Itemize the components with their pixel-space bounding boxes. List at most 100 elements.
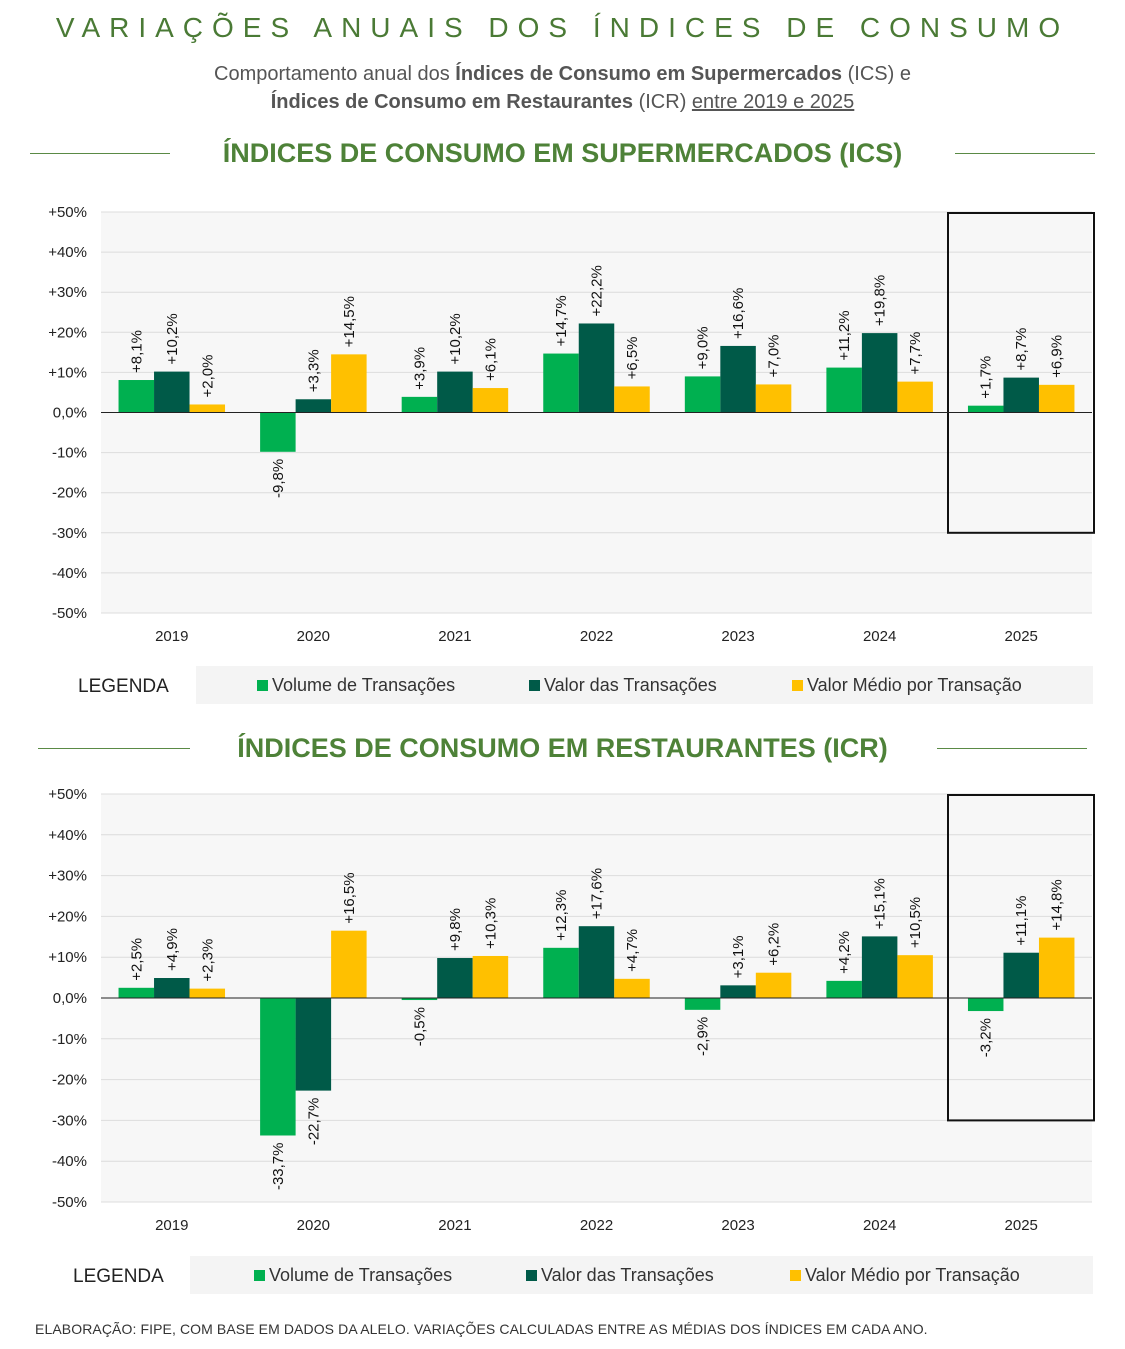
y-tick-label: -40% [52,565,87,582]
icr-chart: +50% +40% +30% +20% +10% 0,0% -10% -20% -30% -40%… [48,786,1095,1234]
y-tick-label: +40% [48,244,87,261]
data-label-volume-2019: +2,5% [128,938,145,981]
y-tick-label: +40% [48,827,87,844]
y-tick-label: +30% [48,868,87,885]
y-tick-label: -50% [52,605,87,622]
x-tick-label: 2023 [721,628,754,645]
subtitle-text-3: (ICR) [633,91,692,113]
x-tick-label: 2021 [438,1217,471,1234]
y-tick-label: +20% [48,908,87,925]
footer-source-note: ELABORAÇÃO: FIPE, COM BASE EM DADOS DA A… [35,1321,928,1337]
data-label-volume-2022: +12,3% [553,890,570,941]
legend-label-medio: Valor Médio por Transação [805,1265,1020,1285]
subtitle-text-1: Comportamento anual dos [214,63,456,85]
bar-volume-2025 [967,998,1004,1012]
data-label-volume-2023: -2,9% [695,1017,712,1056]
y-tick-label: +50% [48,786,87,803]
icr-legend-title: LEGENDA [73,1266,164,1287]
data-label-valor-2019: +10,2% [164,313,181,364]
data-label-valor-2020: -22,7% [305,1098,322,1146]
x-tick-label: 2020 [297,1217,330,1234]
y-tick-label: -10% [52,1031,87,1048]
x-tick-label: 2022 [580,1217,613,1234]
x-tick-label: 2025 [1005,1217,1038,1234]
heading-rule-left [38,748,190,749]
bar-valor-2023 [720,985,756,998]
data-label-valor-2021: +9,8% [447,908,464,951]
bar-valor-2022 [578,926,615,998]
y-tick-label: -20% [52,1072,87,1089]
data-label-medio-2024: +10,5% [907,897,924,948]
y-tick-label: -40% [52,1153,87,1170]
heading-rule-right [955,153,1095,154]
bar-medio-2022 [614,386,650,413]
bar-valor-2023 [720,345,756,413]
data-label-volume-2020: -33,7% [270,1142,287,1190]
data-label-volume-2025: +1,7% [978,356,995,399]
ics-chart: +50% +40% +30% +20% +10% 0,0% -10% -20% -30% -40%… [48,204,1095,645]
y-tick-label: -50% [52,1194,87,1211]
data-label-valor-2019: +4,9% [164,928,181,971]
subtitle-bold-ics: Índices de Consumo em Supermercados [455,63,843,85]
main-title: VARIAÇÕES ANUAIS DOS ÍNDICES DE CONSUMO [55,12,1070,43]
ics-legend-title: LEGENDA [78,676,169,697]
heading-rule-right [937,748,1087,749]
data-label-valor-2024: +19,8% [872,275,889,326]
x-tick-label: 2025 [1005,628,1038,645]
bar-valor-2019 [154,371,190,413]
bar-valor-2024 [861,333,898,413]
data-label-valor-2021: +10,2% [447,313,464,364]
icr-section-heading: ÍNDICES DE CONSUMO EM RESTAURANTES (ICR) [0,729,1125,769]
bar-valor-2020 [295,998,332,1091]
subtitle-text-2: (ICS) e [842,63,911,85]
data-label-valor-2022: +17,6% [589,868,606,919]
bar-medio-2019 [189,404,226,413]
bar-valor-2025 [1003,377,1039,413]
ics-legend-valor: Valor das Transações [529,675,717,696]
y-tick-label: +10% [48,949,87,966]
bar-medio-2019 [189,988,226,998]
x-tick-label: 2024 [863,628,896,645]
bar-medio-2025 [1038,384,1075,413]
data-label-valor-2024: +15,1% [872,878,889,929]
bar-valor-2022 [578,323,615,413]
data-label-medio-2023: +7,0% [766,334,783,377]
bar-volume-2021 [401,998,438,1001]
data-label-medio-2019: +2,0% [199,355,216,398]
data-label-medio-2020: +14,5% [341,296,358,347]
icr-chart-title: ÍNDICES DE CONSUMO EM RESTAURANTES (ICR) [237,733,888,763]
bar-medio-2023 [755,384,792,413]
legend-label-volume: Volume de Transações [272,675,456,695]
data-label-medio-2021: +6,1% [482,338,499,381]
data-label-medio-2024: +7,7% [907,332,924,375]
highlight-box-2025 [947,212,1095,534]
bar-medio-2021 [472,388,509,413]
bar-volume-2023 [684,376,721,413]
data-label-medio-2025: +6,9% [1049,335,1066,378]
legend-swatch-volume [254,1270,265,1281]
data-label-valor-2023: +16,6% [730,288,747,339]
y-tick-label: +10% [48,364,87,381]
y-tick-label: 0,0% [53,405,87,422]
legend-swatch-volume [257,680,268,691]
bar-volume-2023 [684,998,721,1010]
x-tick-label: 2023 [721,1217,754,1234]
bar-volume-2019 [118,987,155,998]
legend-label-valor: Valor das Transações [544,675,717,695]
bar-medio-2020 [331,930,367,998]
x-tick-label: 2024 [863,1217,896,1234]
x-tick-label: 2021 [438,628,471,645]
heading-rule-left [30,153,170,154]
y-tick-label: -20% [52,485,87,502]
y-tick-label: -30% [52,525,87,542]
data-label-medio-2023: +6,2% [766,923,783,966]
ics-legend-medio: Valor Médio por Transação [792,675,1022,696]
legend-label-volume: Volume de Transações [269,1265,453,1285]
bar-medio-2024 [897,955,933,998]
bar-medio-2021 [472,955,509,998]
data-label-medio-2021: +10,3% [482,898,499,949]
bar-medio-2020 [331,354,367,413]
legend-swatch-medio [790,1270,801,1281]
bar-medio-2025 [1038,937,1075,998]
bar-medio-2022 [614,978,650,998]
